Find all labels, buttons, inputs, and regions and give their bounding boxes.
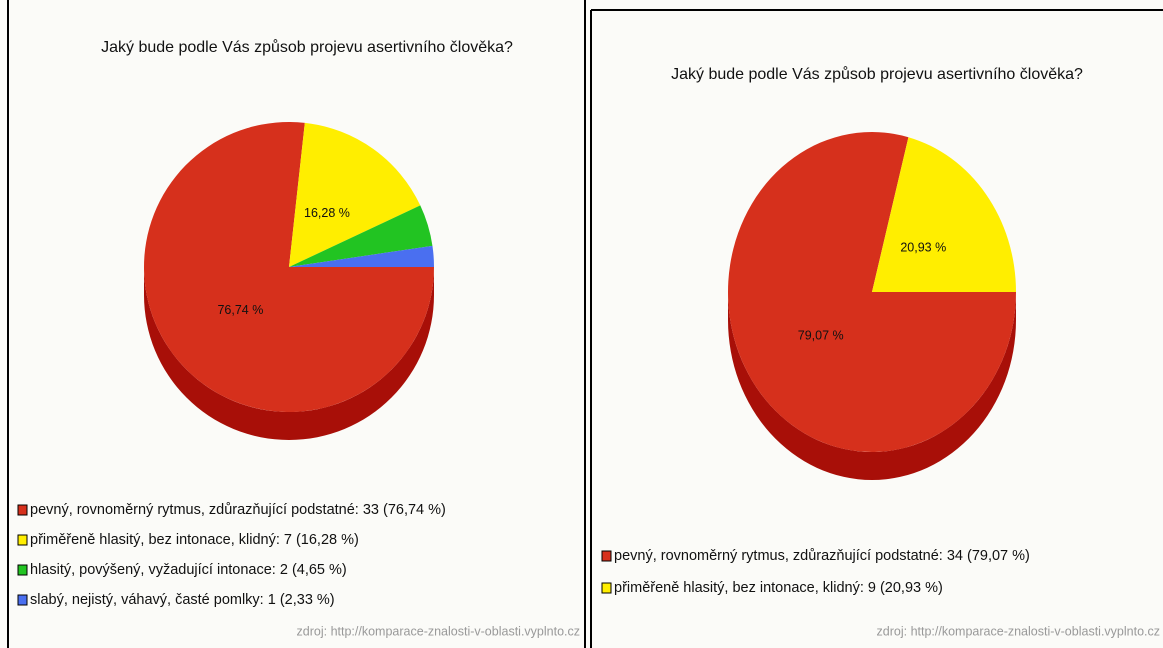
source-note: zdroj: http://komparace-znalosti-v-oblas… — [297, 624, 580, 638]
legend-label: přiměřeně hlasitý, bez intonace, klidný:… — [614, 580, 943, 596]
legend-swatch — [17, 594, 28, 606]
pie-side — [728, 292, 1016, 480]
pie-slice — [289, 122, 421, 267]
legend-label: pevný, rovnoměrný rytmus, zdůrazňující p… — [614, 548, 1030, 564]
legend-swatch — [17, 564, 28, 576]
legend-swatch — [17, 504, 28, 516]
legend-swatch — [601, 550, 612, 562]
slice-label: 20,93 % — [900, 240, 946, 254]
legend-swatch — [17, 534, 28, 546]
legend-label: pevný, rovnoměrný rytmus, zdůrazňující p… — [30, 502, 446, 518]
source-note: zdroj: http://komparace-znalosti-v-oblas… — [877, 624, 1160, 638]
legend-label: slabý, nejistý, váhavý, časté pomlky: 1 … — [30, 592, 335, 608]
pie-slice — [872, 137, 1016, 292]
slice-label: 79,07 % — [798, 328, 844, 342]
chart-title: Jaký bude podle Vás způsob projevu asert… — [671, 65, 1083, 83]
legend-label: hlasitý, povýšený, vyžadující intonace: … — [30, 562, 347, 578]
slice-label: 16,28 % — [304, 206, 350, 220]
pie-side — [144, 267, 434, 440]
slice-label: 76,74 % — [217, 303, 263, 317]
legend-swatch — [601, 582, 612, 594]
pie-slice — [289, 205, 433, 267]
pie-slice — [289, 245, 434, 267]
chart-title: Jaký bude podle Vás způsob projevu asert… — [101, 38, 513, 56]
legend-label: přiměřeně hlasitý, bez intonace, klidný:… — [30, 532, 359, 548]
